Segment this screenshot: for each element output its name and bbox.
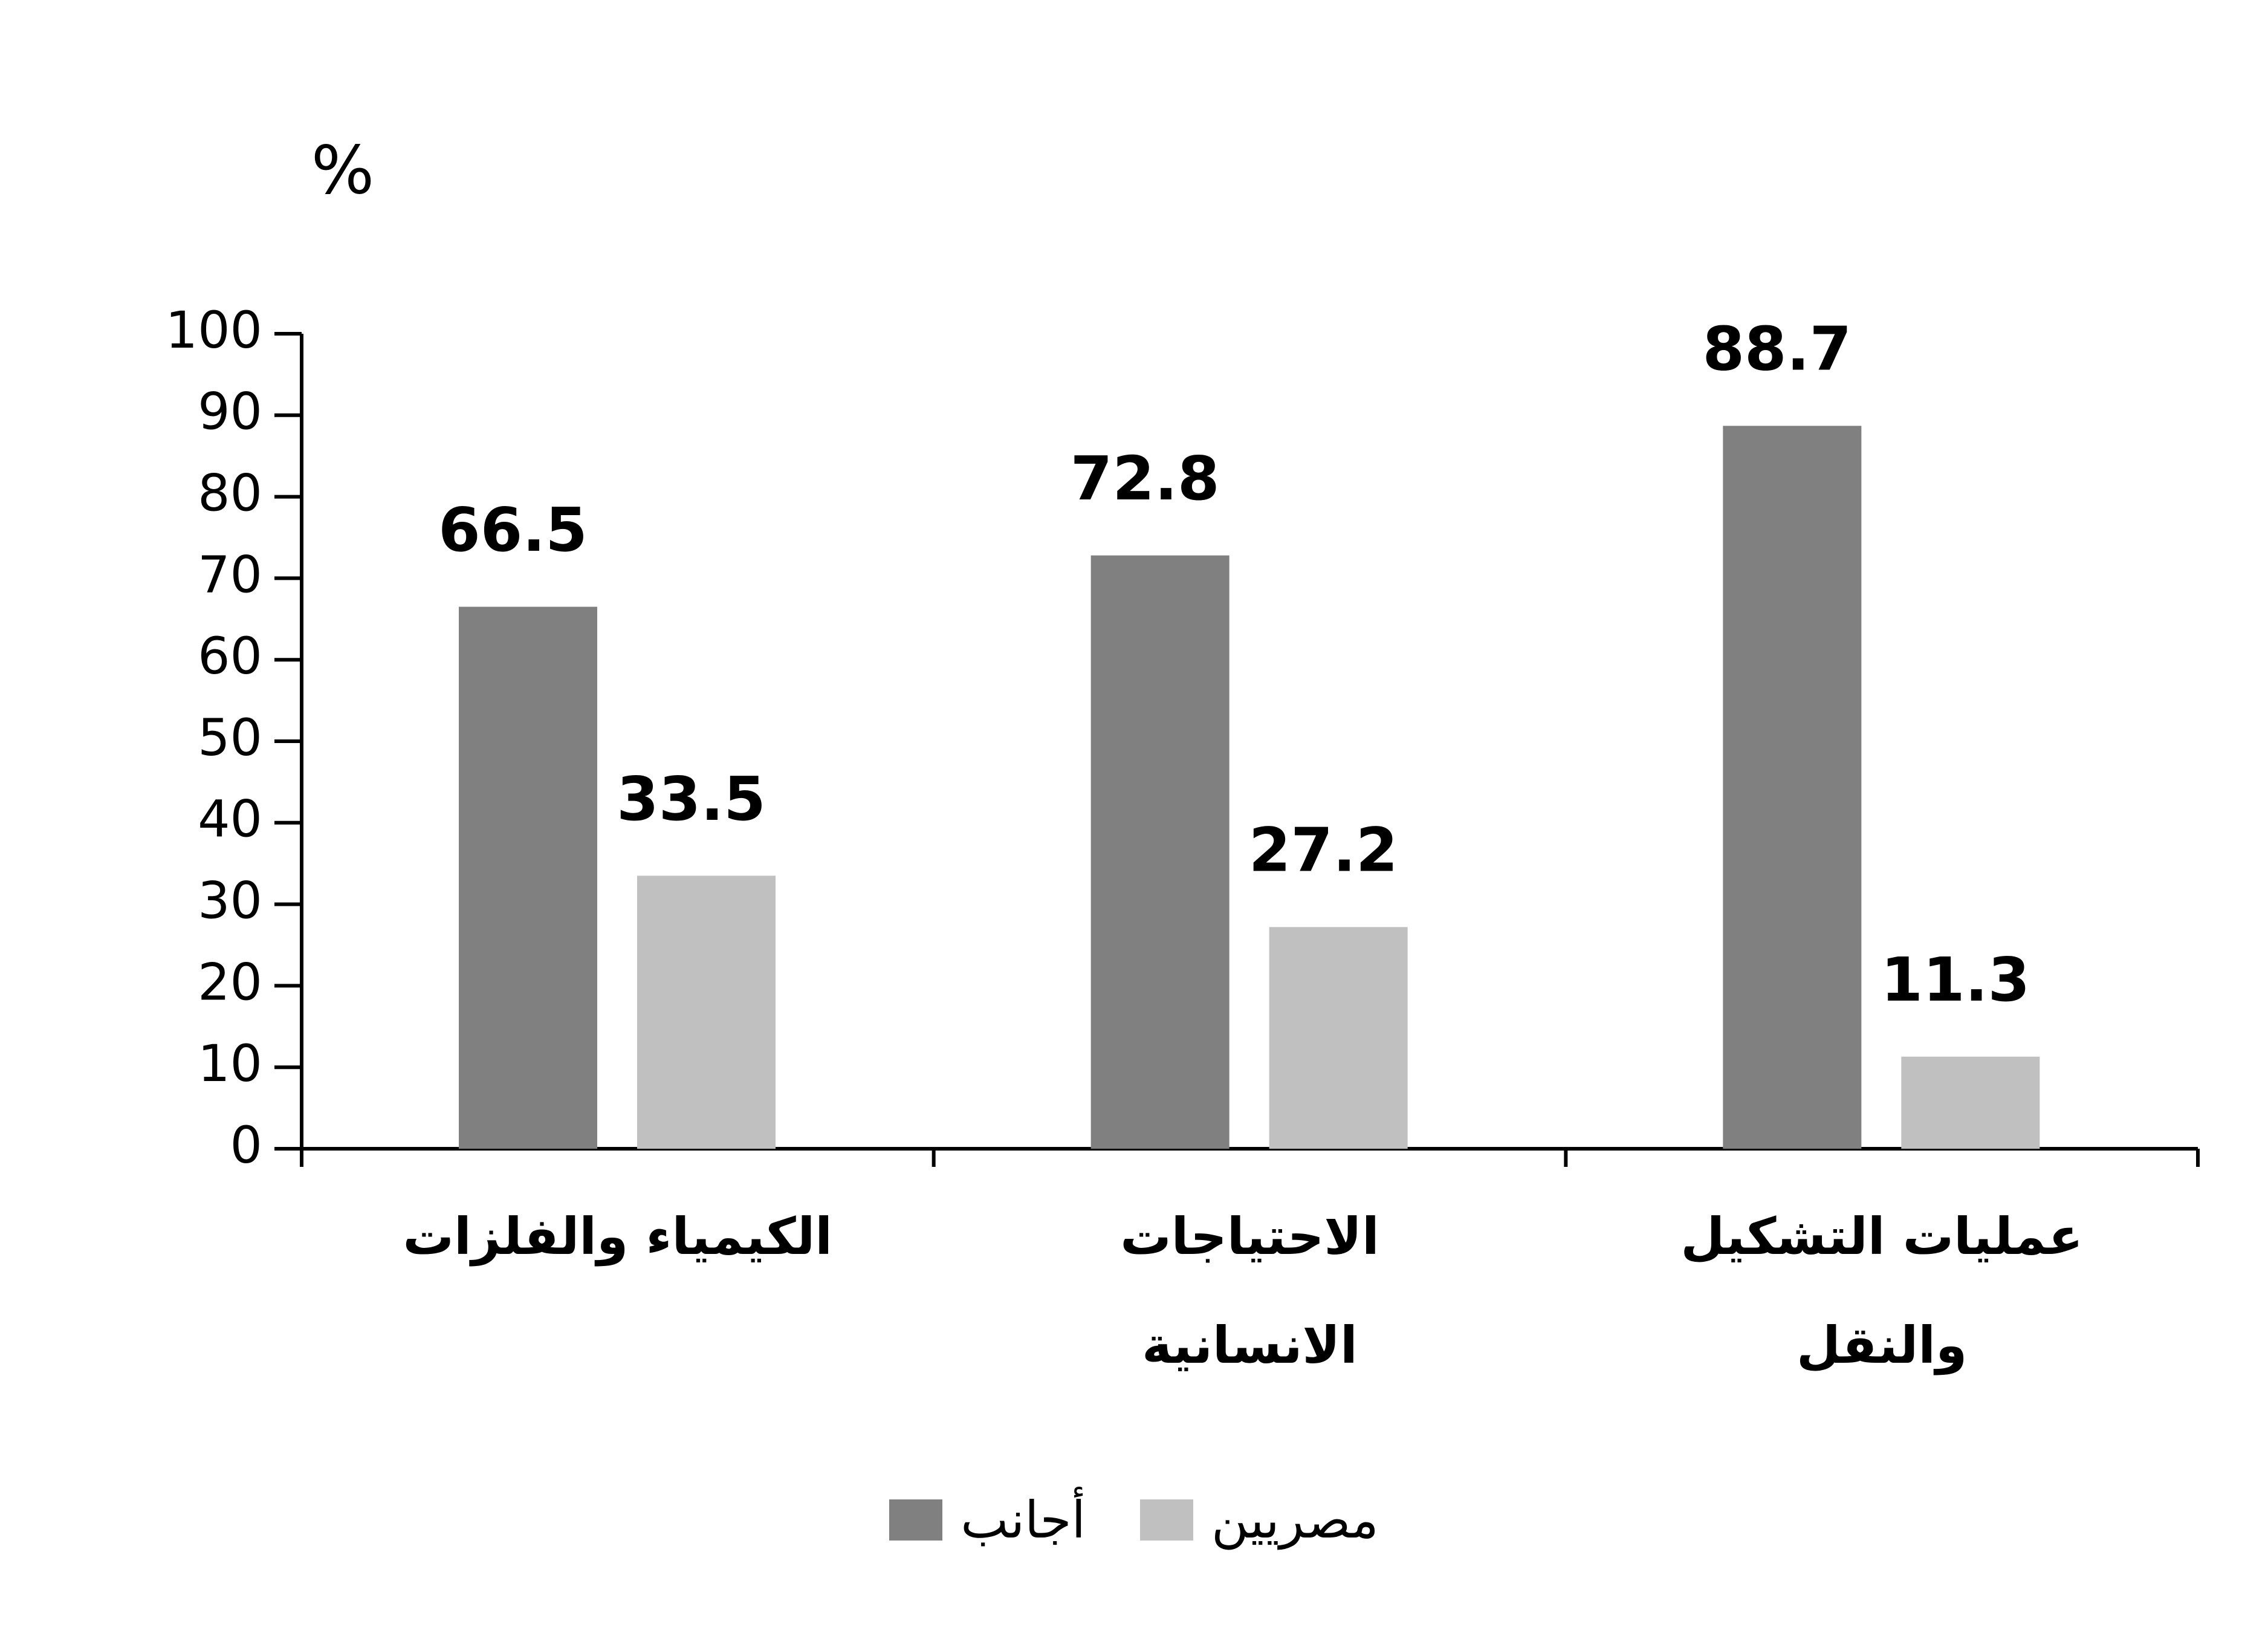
y-tick-label: 40: [198, 790, 262, 849]
unit-label: %: [311, 131, 375, 209]
y-tick-label: 30: [198, 871, 262, 930]
y-tick-label: 100: [166, 300, 262, 360]
legend: مصريين أجانب: [0, 1490, 2268, 1550]
data-label: 27.2: [1249, 815, 1398, 886]
y-tick-label: 10: [198, 1034, 262, 1093]
legend-label: مصريين: [1211, 1490, 1379, 1550]
data-label: 11.3: [1881, 944, 2030, 1015]
bar: [1269, 927, 1408, 1149]
bar: [459, 606, 597, 1149]
x-tick-label: الاحتياجات الانسانية: [1120, 1207, 1379, 1375]
y-tick-label: 20: [198, 952, 262, 1011]
bar: [1090, 555, 1230, 1149]
y-tick-label: 80: [198, 464, 262, 523]
data-label: 33.5: [617, 764, 766, 834]
bar: [637, 875, 776, 1149]
x-tick-label: الكيمياء والفلزات: [403, 1207, 833, 1266]
data-label: 66.5: [438, 495, 588, 565]
y-tick-label: 0: [230, 1115, 262, 1175]
data-label: 88.7: [1702, 314, 1852, 385]
legend-item: أجانب: [889, 1490, 1086, 1550]
legend-label: أجانب: [961, 1490, 1086, 1550]
legend-item: مصريين: [1139, 1490, 1379, 1550]
legend-swatch: [1139, 1499, 1193, 1541]
data-label: 72.8: [1071, 443, 1220, 514]
bar: [1723, 426, 1862, 1149]
x-tick-label: عمليات التشكيل والنقل: [1680, 1207, 2083, 1375]
y-tick-label: 60: [198, 626, 262, 686]
y-tick-label: 90: [198, 382, 262, 441]
bar: [1901, 1056, 2040, 1149]
legend-swatch: [889, 1499, 943, 1541]
y-tick-label: 50: [198, 708, 262, 767]
y-tick-label: 70: [198, 545, 262, 604]
